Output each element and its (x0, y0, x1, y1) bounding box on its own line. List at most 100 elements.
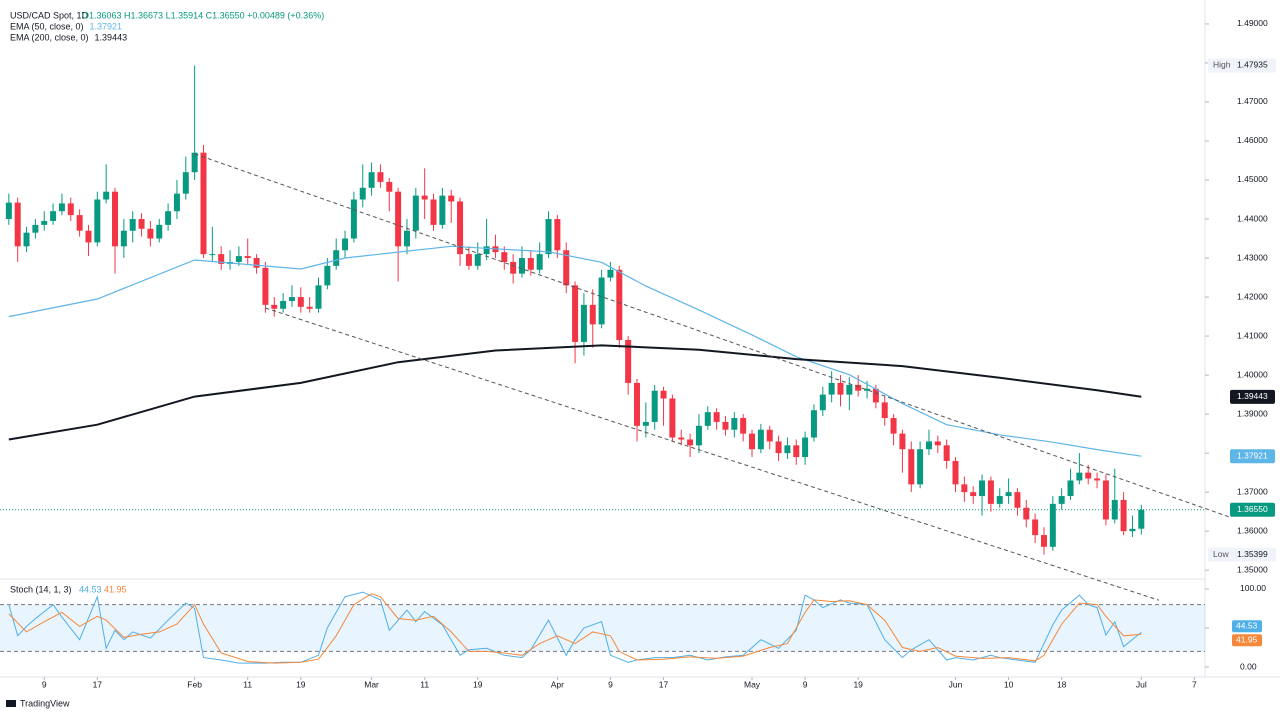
candle-body (14, 202, 21, 247)
main-pane (0, 65, 1205, 555)
stoch-tag (1232, 620, 1262, 633)
candle-body (271, 304, 278, 309)
x-tick-label: Jul (1136, 679, 1147, 689)
x-tick-label: Apr (551, 679, 564, 689)
candle-body (1014, 492, 1021, 508)
x-tick-label: Feb (187, 679, 202, 689)
y-tick-label: 1.36000 (1237, 525, 1268, 535)
candle-body (536, 254, 543, 270)
candle-body (85, 230, 92, 243)
candle-body (209, 254, 216, 256)
candle-body (1032, 519, 1039, 536)
trend-line (194, 153, 1230, 518)
trend-line (265, 307, 1160, 601)
x-tick-label: 19 (853, 679, 863, 689)
stoch-line (8, 591, 1142, 664)
candle-body (766, 429, 773, 442)
candle-body (350, 199, 357, 239)
candle-body (970, 492, 977, 497)
candle-body (1023, 507, 1030, 520)
legend-value: 1.37921 (90, 21, 123, 31)
candle-body (67, 203, 74, 216)
candle-body (687, 439, 694, 446)
x-tick-label: May (744, 679, 761, 689)
candle-body (651, 390, 658, 422)
candle-body (1102, 480, 1109, 520)
candle-body (58, 203, 65, 212)
ohlc-text: O1.36063 H1.36673 L1.35914 C1.36550 +0.0… (82, 10, 324, 20)
candle-body (377, 172, 384, 182)
candle-body (368, 172, 375, 188)
candle-body (572, 285, 579, 342)
chart-title: USD/CAD Spot, 1D (10, 10, 89, 20)
candle-body (395, 191, 402, 247)
candle-body (262, 267, 269, 305)
candle-body (359, 187, 366, 200)
y-tick-label: 1.49000 (1237, 18, 1268, 28)
candle-body (819, 394, 826, 411)
candle-body (740, 418, 747, 434)
candle-body (457, 201, 464, 255)
candle-body (448, 195, 455, 202)
candle-body (872, 388, 879, 403)
x-tick-label: 19 (473, 679, 483, 689)
candle-body (191, 152, 198, 173)
stoch-name: Stoch (14, 1, 3) (10, 584, 72, 594)
candle-body (589, 304, 596, 325)
candle-body (200, 152, 207, 255)
candle-body (235, 256, 242, 262)
candle-body (218, 254, 225, 264)
candle-body (580, 304, 587, 342)
candle-body (173, 193, 180, 212)
candle-body (731, 418, 738, 430)
candle-body (979, 480, 986, 497)
price-tag (1230, 502, 1275, 517)
candle-body (660, 390, 667, 399)
candle-body (288, 297, 295, 301)
stoch-tag-label: 41.95 (1236, 635, 1258, 645)
candle-body (952, 460, 959, 485)
candle-body (280, 300, 287, 309)
candle-body (749, 433, 756, 450)
candle-body (1067, 480, 1074, 497)
candle-body (315, 285, 322, 309)
candle-body (138, 219, 145, 229)
extreme-tag-name: Low (1213, 549, 1229, 559)
candle-body (518, 258, 525, 274)
candle-body (881, 402, 888, 419)
candle-body (1129, 528, 1136, 532)
candle-body (403, 230, 410, 247)
candle-body (156, 224, 163, 239)
candle-body (412, 195, 419, 231)
x-tick-label: 9 (803, 679, 808, 689)
x-tick-label: Mar (364, 679, 379, 689)
candle-body (554, 219, 561, 251)
candle-body (1111, 499, 1118, 520)
candle-body (1085, 472, 1092, 479)
candle-body (846, 384, 853, 395)
x-tick-label: 9 (42, 679, 47, 689)
extreme-tag-value: 1.47935 (1237, 60, 1268, 70)
stoch-line (8, 593, 1142, 664)
candle-body (837, 382, 844, 395)
candle-body (165, 211, 172, 225)
price-tag-label: 1.36550 (1237, 504, 1268, 514)
candle-body (1076, 472, 1083, 481)
candle-body (1058, 496, 1065, 504)
candle-body (244, 256, 251, 259)
candle-body (828, 382, 835, 395)
candle-body (1138, 509, 1145, 529)
candle-body (112, 191, 119, 247)
extreme-tag-name: High (1213, 60, 1231, 70)
candle-body (1040, 535, 1047, 547)
candle-body (297, 297, 304, 307)
candle-body (987, 480, 994, 504)
candle-body (961, 484, 968, 493)
logo[interactable]: TradingView (6, 698, 70, 708)
candle-body (616, 269, 623, 340)
candle-body (527, 258, 534, 270)
candle-body (76, 215, 83, 231)
candle-body (917, 449, 924, 485)
extreme-tag (1208, 58, 1276, 73)
candle-body (598, 277, 605, 325)
